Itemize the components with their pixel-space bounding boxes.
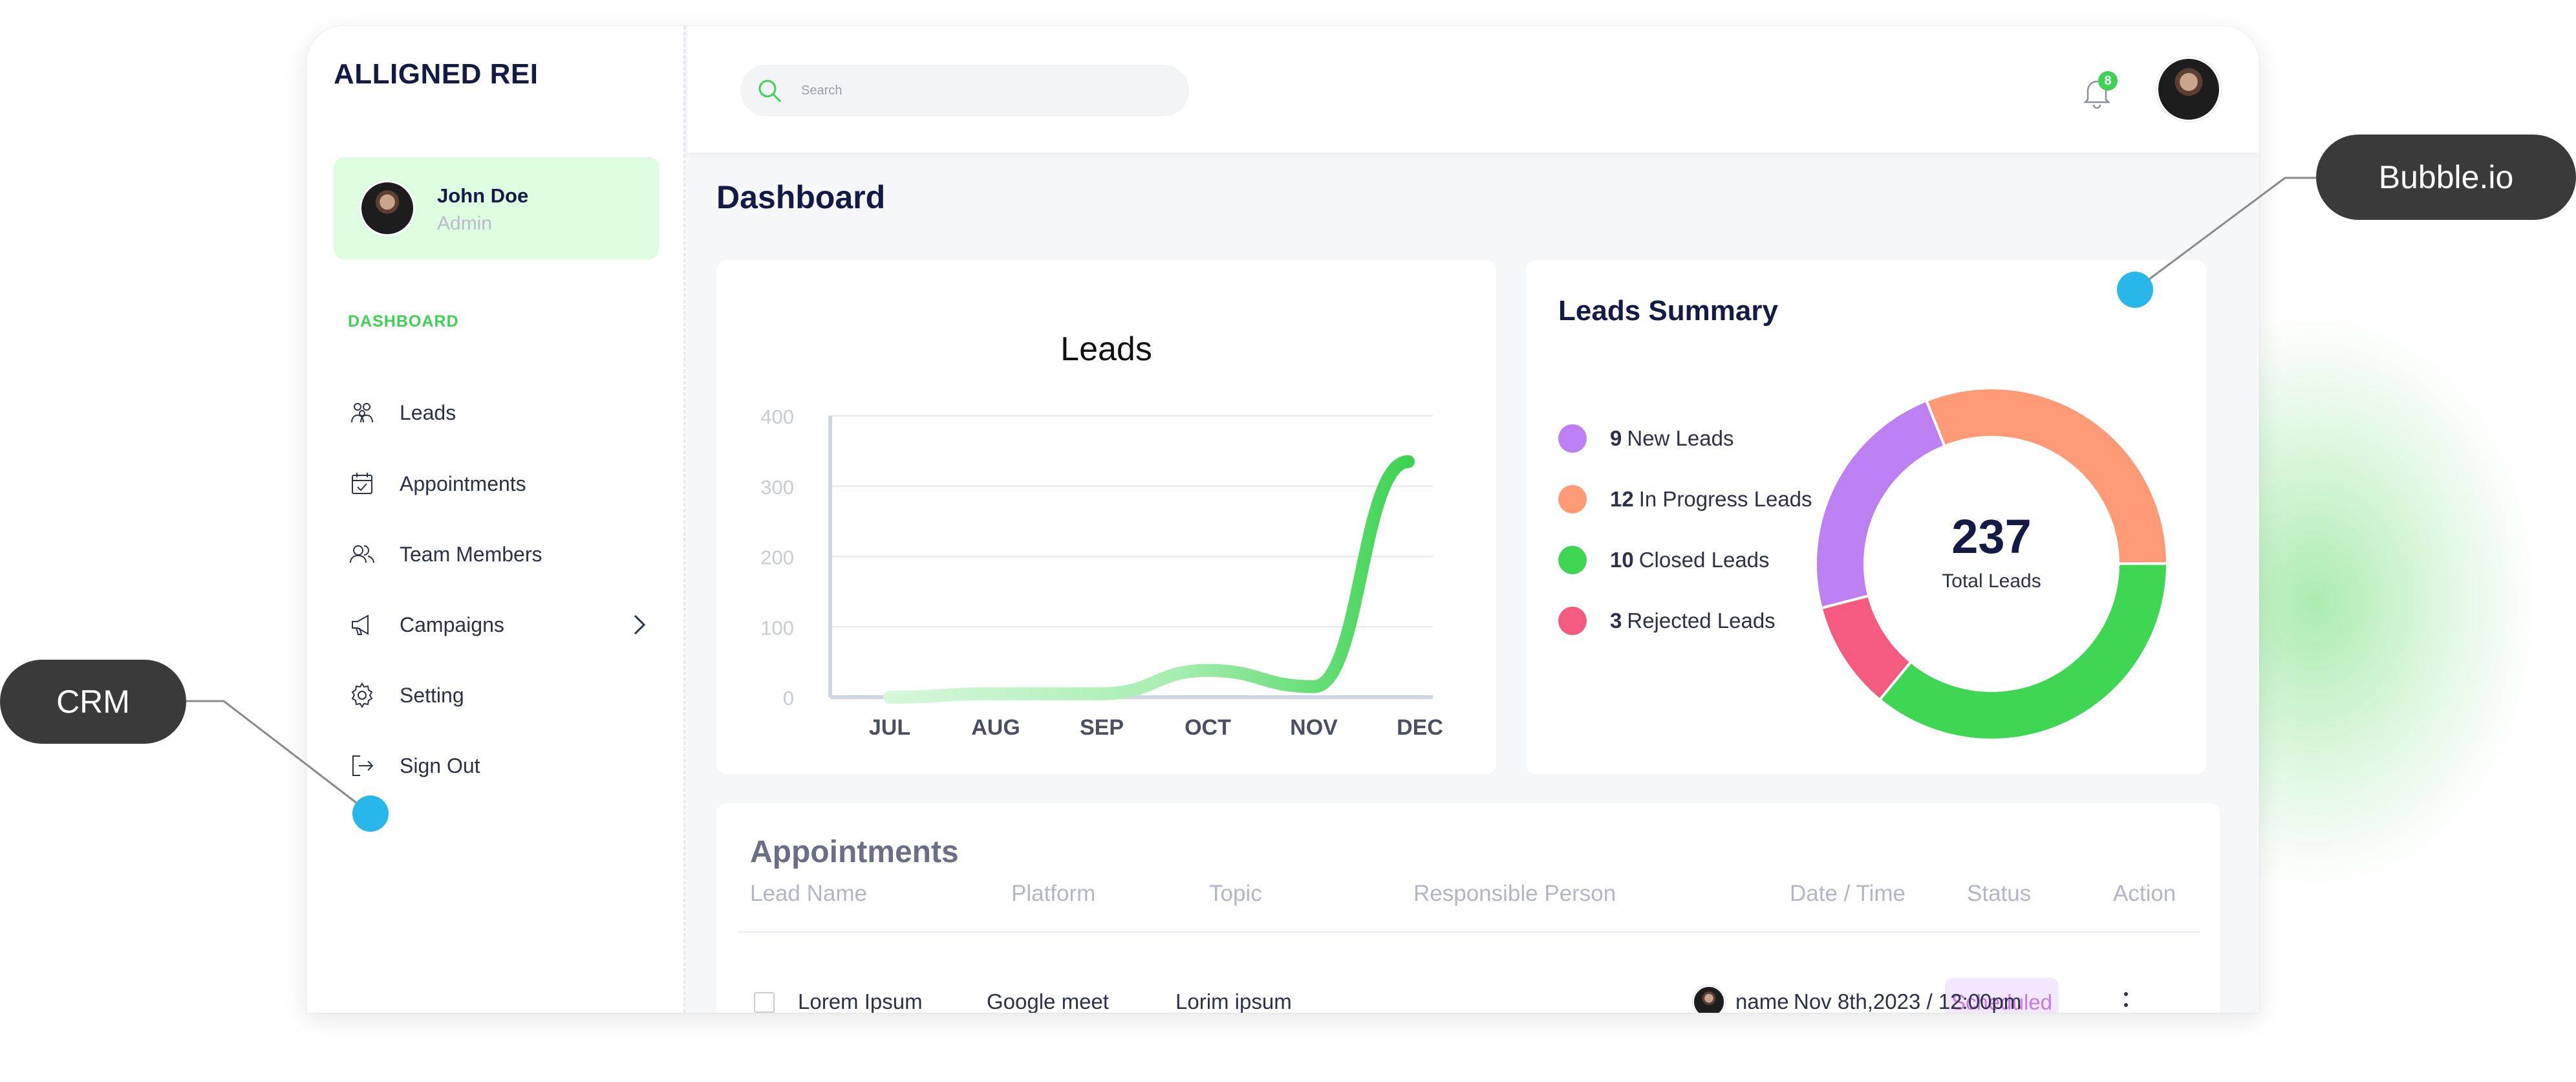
sidebar-item-label: Leads [400,400,456,424]
series-line [883,455,1415,704]
brand-logo: ALLIGNED REI [334,58,539,90]
callout-pill-bubble: Bubble.io [2316,135,2576,220]
y-tick-label: 300 [760,476,794,499]
sign-out-icon [348,752,376,780]
people-group-icon [348,398,376,427]
y-tick-label: 0 [783,687,794,709]
notification-count-badge: 8 [2098,71,2118,91]
cell-platform: Google meet [987,990,1109,1013]
legend-label: In Progress Leads [1638,487,1812,511]
search-bar[interactable] [740,65,1189,116]
table-divider [737,931,2200,933]
legend-item-closed: 10 Closed Leads [1558,545,1770,576]
appointments-title: Appointments [750,835,959,869]
summary-title: Leads Summary [1558,295,1778,327]
legend-dot [1558,485,1587,514]
leads-chart-card: Leads 400 300 200 100 0 JUL AUG SEP OCT NOV DEC [716,260,1496,774]
legend-label: Rejected Leads [1627,609,1776,633]
sidebar-item-campaigns[interactable]: Campaigns [348,605,652,644]
x-tick-label: JUL [869,715,910,740]
table-row: Lorem Ipsum Google meet Lorim ipsum name… [716,978,2220,1013]
more-actions-icon[interactable] [2120,992,2132,1013]
donut-total-label: Total Leads [1942,570,2041,592]
appointments-card: Appointments Lead Name Platform Topic Re… [716,803,2220,1013]
gear-icon [348,681,376,709]
callout-pill-crm: CRM [0,660,186,744]
donut-slice [1924,387,2169,565]
x-tick-label: NOV [1290,715,1338,740]
profile-name: John Doe [437,184,529,207]
donut-total: 237 [1951,510,2032,563]
column-header-status[interactable]: Status [1967,881,2032,906]
legend-dot [1558,424,1587,453]
column-header-platform[interactable]: Platform [1011,881,1096,906]
x-tick-label: AUG [971,715,1020,740]
app-window: ALLIGNED REI John Doe Admin DASHBOARD Le… [306,26,2259,1013]
column-header-action[interactable]: Action [2113,881,2176,906]
leads-summary-card: Leads Summary 9 New Leads 12 In Progress… [1526,260,2206,774]
legend-dot [1558,607,1587,635]
search-input[interactable] [801,83,1163,98]
sidebar-item-label: Sign Out [400,753,480,777]
sidebar-item-sign-out[interactable]: Sign Out [348,746,652,785]
legend-item-in-progress: 12 In Progress Leads [1558,484,1812,515]
user-avatar[interactable] [2156,57,2221,122]
cell-responsible-person: name [1735,990,1789,1013]
column-header-topic[interactable]: Topic [1209,881,1262,906]
profile-card[interactable]: John Doe Admin [334,157,659,259]
sidebar-item-appointments[interactable]: Appointments [348,464,652,503]
column-header-date-time[interactable]: Date / Time [1790,881,1905,906]
sidebar-item-label: Setting [400,683,464,707]
sidebar-item-label: Campaigns [400,612,504,636]
callout-dot-crm [352,795,389,832]
legend-count: 9 [1610,426,1622,450]
profile-role: Admin [437,213,493,234]
avatar [360,180,415,236]
y-tick-label: 100 [760,616,794,639]
leads-donut-chart [1814,387,2169,741]
cell-topic: Lorim ipsum [1175,990,1292,1013]
chart-title: Leads [1060,330,1152,368]
notifications-button[interactable]: 8 [2083,71,2118,109]
megaphone-icon [348,611,376,639]
legend-count: 10 [1610,548,1634,572]
cell-lead-name: Lorem Ipsum [798,990,923,1013]
sidebar: ALLIGNED REI John Doe Admin DASHBOARD Le… [306,26,685,1013]
status-badge: Scheduled [1945,978,2059,1013]
legend-dot [1558,546,1587,574]
callout-dot-bubble [2117,272,2153,308]
y-tick-label: 400 [760,406,794,428]
donut-slice [1814,398,1947,610]
sidebar-item-leads[interactable]: Leads [348,393,652,432]
column-header-responsible-person[interactable]: Responsible Person [1413,881,1616,906]
sidebar-item-label: Team Members [400,542,542,566]
chevron-right-icon[interactable] [626,612,652,638]
page-title: Dashboard [716,179,886,215]
legend-label: New Leads [1627,426,1734,450]
legend-count: 3 [1610,609,1622,633]
x-tick-label: SEP [1080,715,1124,740]
row-checkbox[interactable] [754,992,775,1013]
responsible-person-avatar [1693,986,1725,1013]
sidebar-item-setting[interactable]: Setting [348,676,652,715]
sidebar-item-label: Appointments [400,471,526,495]
x-tick-label: DEC [1397,715,1443,740]
cell-date-time: Nov 8th,2023 / 12:00pm [1794,990,2022,1013]
legend-item-rejected: 3 Rejected Leads [1558,605,1776,636]
team-icon [348,540,376,568]
top-bar: 8 [687,26,2259,153]
y-tick-label: 200 [760,546,794,569]
legend-label: Closed Leads [1638,548,1770,572]
leads-line-chart: 400 300 200 100 0 JUL AUG SEP OCT NOV DEC [760,406,1443,740]
legend-count: 12 [1610,487,1634,511]
sidebar-item-team-members[interactable]: Team Members [348,535,652,574]
calendar-check-icon [348,470,376,498]
x-tick-label: OCT [1185,715,1231,740]
search-icon [758,80,782,103]
legend-item-new: 9 New Leads [1558,423,1733,454]
column-header-lead-name[interactable]: Lead Name [750,881,867,906]
sidebar-section-label: DASHBOARD [348,312,459,330]
donut-slice [1878,562,2169,741]
